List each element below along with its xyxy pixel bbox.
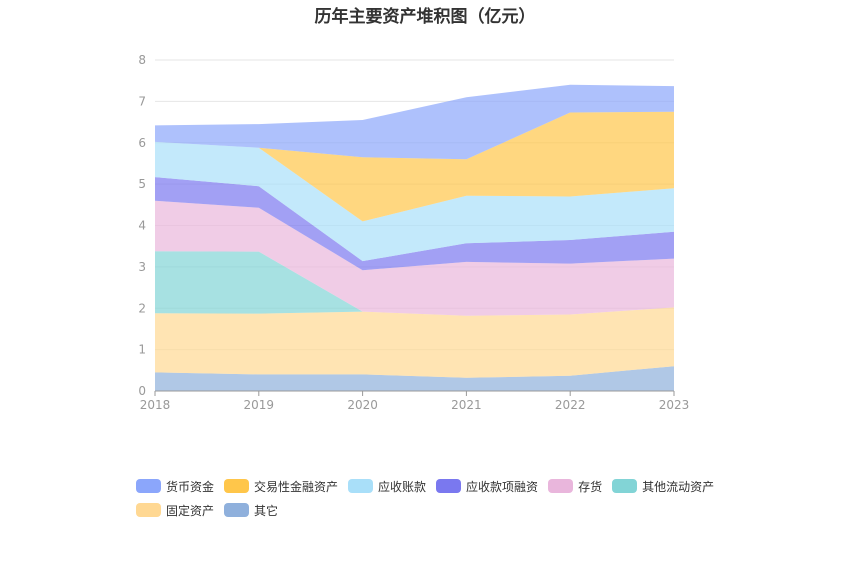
legend-swatch xyxy=(612,479,638,493)
legend-swatch xyxy=(436,479,462,493)
y-tick-label: 1 xyxy=(138,343,146,357)
x-tick-label: 2023 xyxy=(659,398,690,412)
legend-item-其它[interactable]: 其它 xyxy=(224,501,278,519)
y-tick-label: 5 xyxy=(138,177,146,191)
x-tick-label: 2022 xyxy=(555,398,586,412)
area-应收账款[interactable] xyxy=(155,141,674,262)
y-tick-label: 4 xyxy=(138,219,146,233)
y-tick-label: 0 xyxy=(138,384,146,398)
area-其它[interactable] xyxy=(155,366,674,391)
legend-swatch xyxy=(348,479,374,493)
x-tick-label: 2021 xyxy=(451,398,482,412)
legend-label: 应收账款 xyxy=(378,479,427,494)
y-tick-label: 2 xyxy=(138,301,146,315)
legend-label: 其他流动资产 xyxy=(642,479,715,494)
chart-legend[interactable]: 货币资金 交易性金融资产 应收账款 应收款项融资 存货 其他流动资产固定资产 其它 xyxy=(136,477,736,519)
legend-item-交易性金融资产[interactable]: 交易性金融资产 xyxy=(224,477,338,495)
legend-label: 货币资金 xyxy=(166,479,215,494)
legend-swatch xyxy=(548,479,574,493)
x-tick-label: 2018 xyxy=(140,398,171,412)
legend-item-应收款项融资[interactable]: 应收款项融资 xyxy=(436,477,538,495)
legend-swatch xyxy=(136,479,161,493)
legend-swatch xyxy=(136,503,161,517)
chart-title: 历年主要资产堆积图（亿元） xyxy=(314,7,536,27)
x-tick-label: 2019 xyxy=(244,398,275,412)
legend-label: 固定资产 xyxy=(166,503,215,518)
legend-label: 其它 xyxy=(254,503,279,518)
y-tick-label: 6 xyxy=(138,136,146,150)
axes: 0 1 2 3 4 5 6 7 8 2018 2019 2020 2021 2022 2023 xyxy=(138,53,689,412)
legend-swatch xyxy=(224,503,250,517)
area-series[interactable] xyxy=(155,84,674,391)
legend-label: 应收款项融资 xyxy=(466,479,539,494)
legend-label: 交易性金融资产 xyxy=(254,479,339,494)
area-其他流动资产[interactable] xyxy=(155,251,674,316)
legend-item-应收账款[interactable]: 应收账款 xyxy=(348,477,426,495)
area-存货[interactable] xyxy=(155,200,674,316)
area-交易性金融资产[interactable] xyxy=(155,111,674,222)
legend-label: 存货 xyxy=(578,479,603,494)
legend-item-其他流动资产[interactable]: 其他流动资产 xyxy=(612,477,714,495)
legend-item-存货[interactable]: 存货 xyxy=(548,477,602,495)
stacked-area-chart: 0 1 2 3 4 5 6 7 8 2018 2019 2020 2021 2022 2023 xyxy=(138,53,689,412)
y-tick-label: 7 xyxy=(138,94,146,108)
y-tick-label: 8 xyxy=(138,53,146,67)
area-货币资金[interactable] xyxy=(155,84,674,160)
x-tick-label: 2020 xyxy=(347,398,378,412)
legend-item-固定资产[interactable]: 固定资产 xyxy=(136,501,214,519)
area-固定资产[interactable] xyxy=(155,307,674,378)
legend-item-货币资金[interactable]: 货币资金 xyxy=(136,477,214,495)
area-应收款项融资[interactable] xyxy=(155,177,674,271)
y-tick-label: 3 xyxy=(138,260,146,274)
legend-swatch xyxy=(224,479,250,493)
